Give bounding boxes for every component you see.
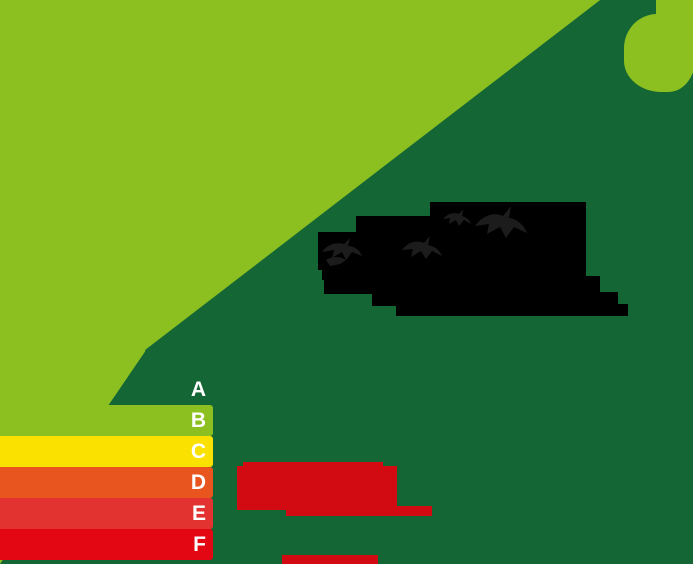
redacted-text-block-red: [237, 466, 397, 510]
redacted-text-block: [396, 304, 628, 316]
energy-band-e[interactable]: E: [0, 498, 213, 529]
energy-band-c-fill: [0, 436, 213, 467]
redacted-text-block: [372, 292, 618, 306]
bird-icon: [402, 236, 442, 259]
energy-band-f[interactable]: F: [0, 529, 213, 560]
redacted-text-block: [322, 258, 586, 280]
energy-band-d-fill: [0, 467, 213, 498]
energy-band-e-label: E: [191, 502, 206, 525]
redacted-text-block-red: [286, 506, 432, 516]
energy-band-d[interactable]: D: [0, 467, 213, 498]
energy-band-f-fill: [0, 529, 213, 560]
bird-icon: [475, 206, 527, 238]
bird-icon: [443, 209, 471, 226]
energy-band-b-label: B: [190, 409, 206, 432]
energy-band-e-fill: [0, 498, 213, 529]
energy-band-c[interactable]: C: [0, 436, 213, 467]
bird-icon: [322, 238, 362, 266]
energy-band-b[interactable]: B: [0, 405, 213, 436]
energy-band-d-label: D: [190, 471, 206, 494]
energy-band-f-label: F: [193, 533, 206, 556]
energy-band-c-label: C: [190, 440, 206, 463]
background-notch-corner: [656, 0, 693, 40]
energy-band-a[interactable]: A: [0, 374, 213, 405]
energy-band-a-label: A: [190, 378, 206, 401]
energy-band-b-fill: [0, 405, 213, 436]
energy-rating-scale: A B C D E F: [0, 374, 213, 560]
redacted-text-block: [324, 276, 600, 294]
redacted-text-block-red: [282, 555, 378, 564]
